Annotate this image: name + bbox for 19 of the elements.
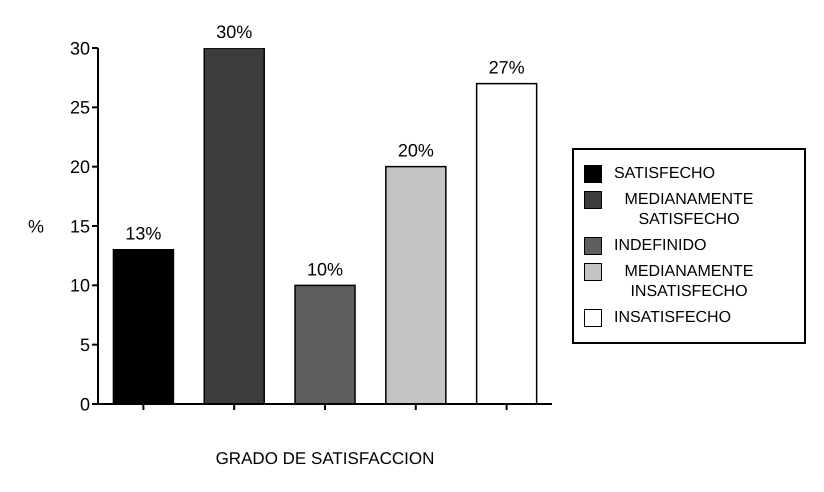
data-label: 27% bbox=[488, 58, 525, 78]
data-label: 30% bbox=[216, 22, 252, 42]
y-tick-label: 30 bbox=[70, 38, 90, 58]
y-axis-title: % bbox=[28, 216, 44, 236]
y-tick-label: 5 bbox=[80, 335, 90, 356]
legend-label: INDEFINIDO bbox=[614, 236, 706, 256]
x-axis-title: GRADO DE SATISFACCION bbox=[216, 449, 434, 468]
legend-label: SATISFECHO bbox=[614, 164, 716, 184]
y-tick-label: 10 bbox=[70, 276, 90, 296]
legend-label: MEDIANAMENTE INSATISFECHO bbox=[624, 262, 754, 302]
data-label: 13% bbox=[125, 224, 162, 244]
y-tick-label: 20 bbox=[70, 157, 90, 178]
legend-label: INSATISFECHO bbox=[614, 308, 732, 328]
y-tick-label: 25 bbox=[70, 98, 90, 118]
legend-label: MEDIANAMENTE SATISFECHO bbox=[624, 190, 754, 230]
data-label: 20% bbox=[398, 140, 434, 161]
y-tick-label: 15 bbox=[70, 216, 90, 236]
data-label: 10% bbox=[307, 259, 344, 280]
y-tick-label: 0 bbox=[80, 394, 90, 414]
